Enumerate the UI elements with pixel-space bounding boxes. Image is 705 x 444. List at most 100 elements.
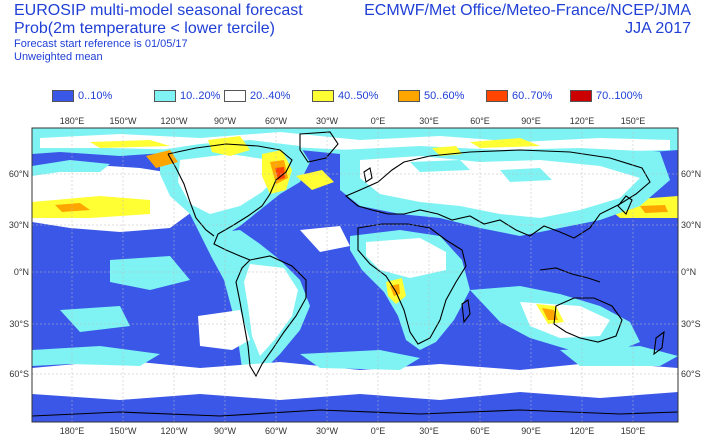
- lat-labels-right: 60°N 30°N 0°N 30°S 60°S: [681, 169, 701, 379]
- coast-uk: [363, 167, 373, 183]
- lon-label: 180°E: [60, 116, 85, 126]
- legend-label: 0..10%: [78, 90, 113, 102]
- lat-labels-left: 60°N 30°N 0°N 30°S 60°S: [9, 169, 29, 379]
- legend-swatch: [52, 90, 74, 102]
- title-block: EUROSIP multi-model seasonal forecast Pr…: [14, 2, 374, 64]
- lon-label: 30°W: [316, 116, 339, 126]
- lon-label: 150°E: [621, 116, 646, 126]
- graticule: [32, 128, 678, 422]
- season-label: JJA 2017: [625, 20, 691, 37]
- lon-label: 60°W: [265, 116, 288, 126]
- lon-label: 150°W: [109, 426, 137, 436]
- lat-label: 30°N: [9, 220, 29, 230]
- lon-label: 180°E: [60, 426, 85, 436]
- field-neutral: [32, 360, 678, 400]
- lon-label: 30°E: [419, 426, 439, 436]
- field-mid: [296, 170, 334, 190]
- lon-label: 90°W: [214, 116, 237, 126]
- lat-label: 0°N: [681, 267, 696, 277]
- field-light: [32, 160, 110, 176]
- lon-label: 120°W: [160, 116, 188, 126]
- lat-label: 0°N: [14, 267, 29, 277]
- field-mid: [32, 196, 150, 218]
- legend-label: 50..60%: [424, 90, 465, 102]
- field-light: [110, 256, 190, 290]
- field-light: [560, 346, 678, 366]
- coast-south-america: [235, 255, 307, 378]
- field-light: [300, 350, 420, 370]
- field-neutral: [244, 264, 298, 356]
- legend-swatch: [154, 90, 176, 102]
- legend-swatch: [398, 90, 420, 102]
- lon-label: 150°E: [621, 426, 646, 436]
- forecast-reference: Forecast start reference is 01/05/17: [14, 38, 188, 50]
- legend-label: 40..50%: [338, 90, 379, 102]
- field-mid: [90, 140, 170, 148]
- field-very-high: [275, 167, 285, 180]
- lon-labels-bottom: 180°E 150°W 120°W 90°W 60°W 30°W 0°E 30°E 60°E 90…: [60, 426, 646, 436]
- lon-label: 60°E: [470, 426, 490, 436]
- coast-madagascar: [461, 299, 471, 324]
- map-subtitle: Prob(2m temperature < lower tercile): [14, 20, 275, 37]
- lat-label: 30°S: [9, 319, 29, 329]
- coast-australia: [553, 297, 623, 343]
- map-frame: [31, 127, 679, 423]
- probability-field: [32, 128, 678, 422]
- lat-label: 60°N: [9, 169, 29, 179]
- world-map: 180°E 150°W 120°W 90°W 60°W 30°W 0°E 30°E 60°E 90…: [9, 116, 701, 436]
- lon-label: 60°E: [470, 116, 490, 126]
- lon-label: 150°W: [109, 116, 137, 126]
- lon-label: 90°E: [521, 426, 541, 436]
- legend-label: 10..20%: [180, 90, 221, 102]
- coast-antarctica: [32, 409, 678, 417]
- field-mid: [470, 138, 540, 148]
- lon-labels-top: 180°E 150°W 120°W 90°W 60°W 30°W 0°E 30°E 60°E 90…: [60, 116, 646, 126]
- lat-label: 30°N: [681, 220, 701, 230]
- coast-new-zealand: [653, 330, 665, 356]
- coast-africa: [357, 223, 467, 345]
- legend-swatch: [486, 90, 508, 102]
- coast-north-america-west: [167, 153, 215, 237]
- centres-list: ECMWF/Met Office/Meteo-France/NCEP/JMA: [364, 2, 691, 19]
- lon-label: 90°E: [521, 116, 541, 126]
- field-mid: [208, 136, 250, 156]
- weighting-note: Unweighted mean: [14, 51, 103, 63]
- field-neutral: [300, 226, 350, 252]
- field-high: [55, 203, 90, 212]
- coast-greenland: [299, 131, 339, 163]
- legend-label: 60..70%: [512, 90, 553, 102]
- coast-indonesia: [539, 267, 601, 283]
- field-high: [640, 205, 668, 213]
- lon-label: 120°E: [570, 116, 595, 126]
- legend-swatch: [312, 90, 334, 102]
- legend-swatch: [570, 90, 592, 102]
- map-title: EUROSIP multi-model seasonal forecast: [14, 2, 303, 19]
- lat-label: 30°S: [681, 319, 701, 329]
- lon-label: 60°W: [265, 426, 288, 436]
- field-neutral: [178, 154, 280, 214]
- lon-label: 0°E: [371, 116, 386, 126]
- field-light: [410, 160, 470, 172]
- lat-label: 60°N: [681, 169, 701, 179]
- lat-label: 60°S: [681, 369, 701, 379]
- legend-label: 20..40%: [250, 90, 291, 102]
- field-light: [32, 346, 160, 366]
- lon-label: 30°E: [419, 116, 439, 126]
- field-neutral: [366, 238, 446, 278]
- field-light: [500, 168, 552, 182]
- legend-swatch: [224, 90, 246, 102]
- map-container: 180°E 150°W 120°W 90°W 60°W 30°W 0°E 30°E 60°E 90…: [0, 110, 705, 439]
- lon-label: 90°W: [214, 426, 237, 436]
- field-high: [146, 150, 178, 168]
- lon-label: 120°W: [160, 426, 188, 436]
- lon-label: 30°W: [316, 426, 339, 436]
- legend: 0..10% 10..20% 20..40% 40..50% 50..60% 6…: [52, 89, 692, 103]
- centres-block: ECMWF/Met Office/Meteo-France/NCEP/JMA J…: [331, 2, 691, 38]
- lon-label: 0°E: [371, 426, 386, 436]
- lon-label: 120°E: [570, 426, 595, 436]
- coast-north-america: [167, 143, 293, 261]
- legend-label: 70..100%: [596, 90, 643, 102]
- field-light: [60, 306, 130, 332]
- coast-japan: [617, 195, 633, 215]
- lat-label: 60°S: [9, 369, 29, 379]
